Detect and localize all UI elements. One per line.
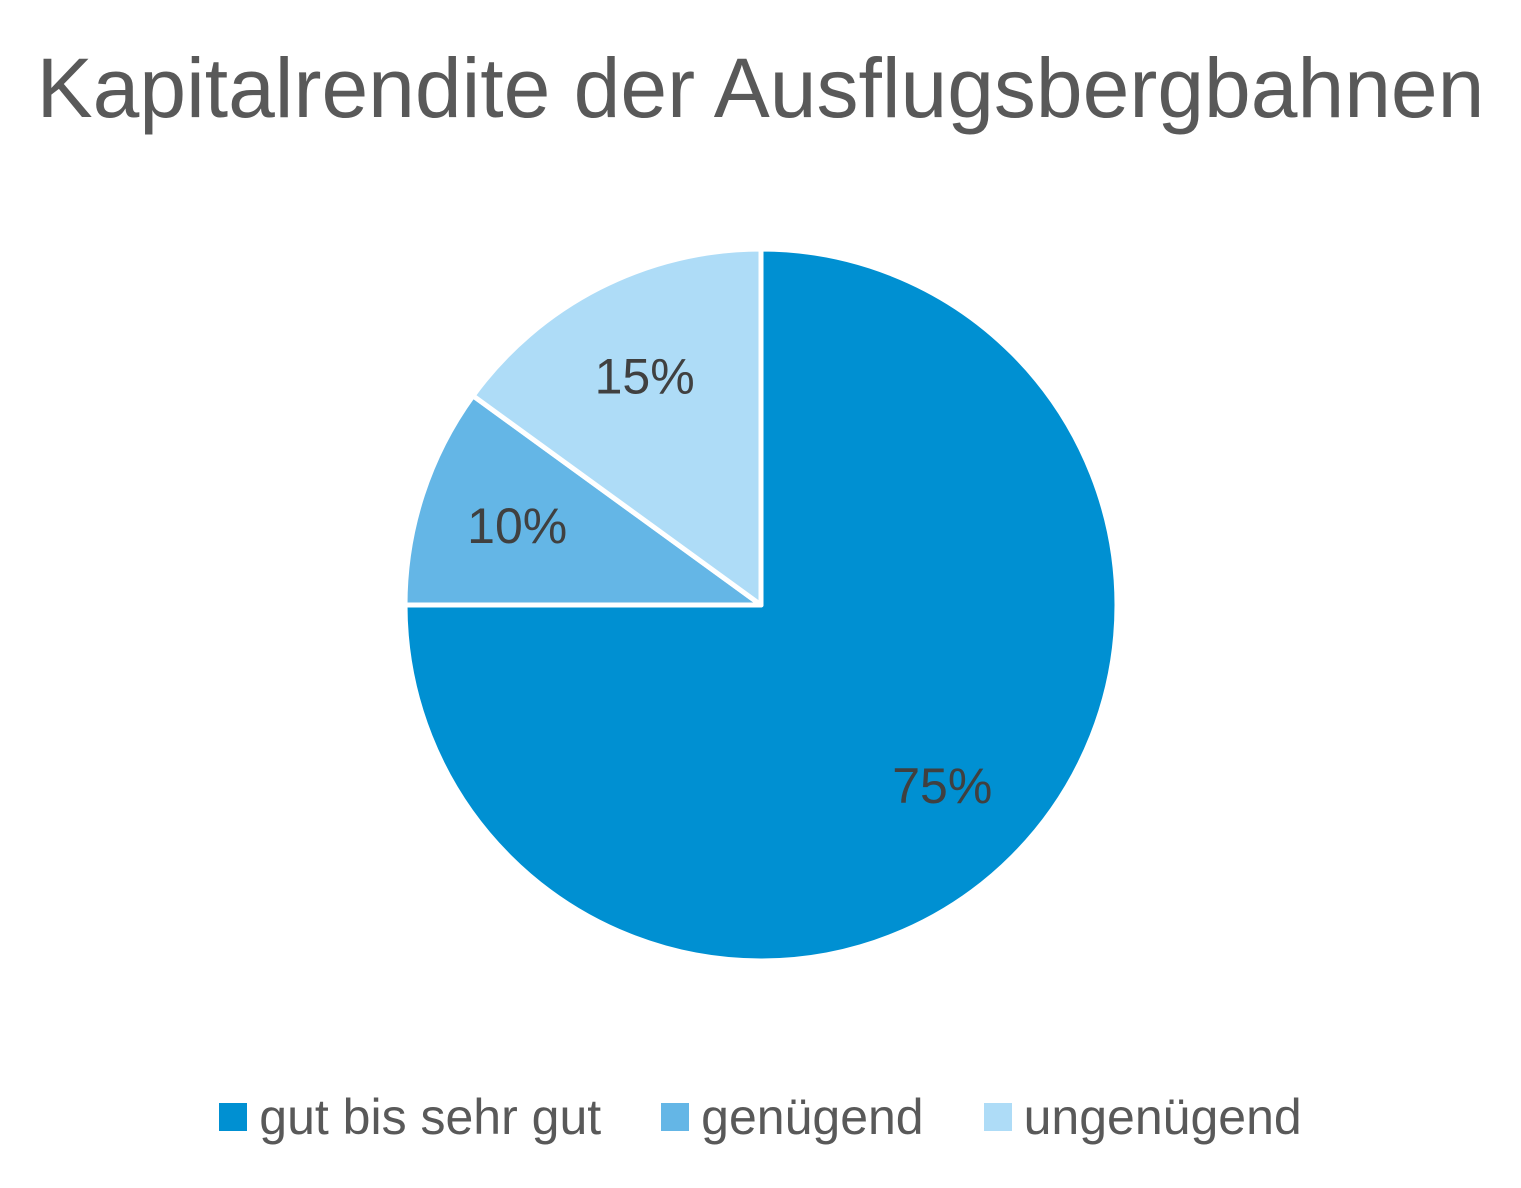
slice-data-label: 15% [595, 349, 695, 405]
legend: gut bis sehr gut genügend ungenügend [0, 1082, 1521, 1152]
pie-slice-2 [470, 246, 764, 608]
chart-title: Kapitalrendite der Ausflugsbergbahnen [36, 41, 1485, 135]
legend-swatch [219, 1103, 248, 1131]
legend-label: genügend [701, 1089, 924, 1145]
legend-swatch [661, 1103, 690, 1131]
legend-swatch [983, 1103, 1012, 1131]
legend-label: gut bis sehr gut [259, 1089, 602, 1145]
legend-item-genuegend: genügend [661, 1088, 924, 1146]
legend-label: ungenügend [1023, 1089, 1302, 1145]
legend-item-ungenuegend: ungenügend [983, 1088, 1302, 1146]
slice-data-label: 75% [892, 758, 992, 814]
pie-slice-0 [402, 246, 1120, 964]
legend-item-gut-bis-sehr-gut: gut bis sehr gut [219, 1088, 601, 1146]
pie-slice-1 [402, 393, 764, 608]
slice-data-label: 10% [467, 498, 567, 554]
